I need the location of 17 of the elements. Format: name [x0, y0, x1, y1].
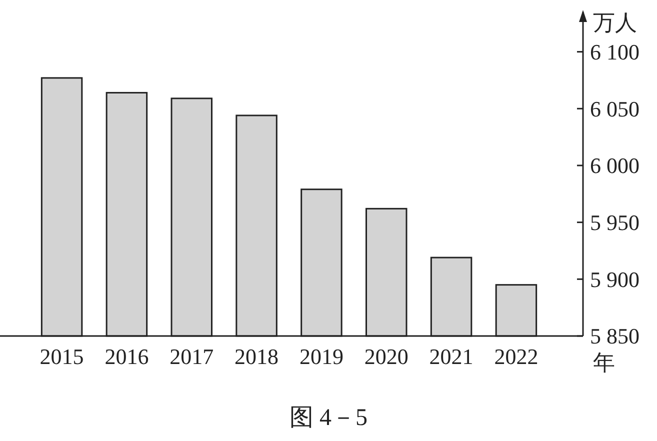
y-axis-title: 万人 [593, 10, 637, 35]
x-tick-label: 2017 [170, 344, 214, 369]
y-tick-label: 5 950 [590, 210, 640, 236]
x-tick-label: 2016 [104, 344, 149, 369]
x-tick-label: 2015 [40, 344, 84, 369]
x-tick-label: 2020 [364, 344, 408, 369]
x-axis-title: 年 [593, 350, 615, 375]
y-tick-label: 5 850 [590, 324, 640, 349]
y-tick-label: 6 050 [590, 96, 640, 122]
y-tick-label: 6 000 [590, 153, 640, 178]
x-tick-label: 2022 [494, 344, 538, 369]
x-tick-label: 2019 [299, 344, 344, 369]
text: 图 4－5 [290, 405, 368, 431]
y-tick-label: 5 900 [590, 266, 640, 292]
y-tick-label: 6 100 [590, 39, 640, 64]
x-tick-label: 2018 [234, 344, 279, 369]
x-tick-label: 2021 [429, 344, 474, 369]
